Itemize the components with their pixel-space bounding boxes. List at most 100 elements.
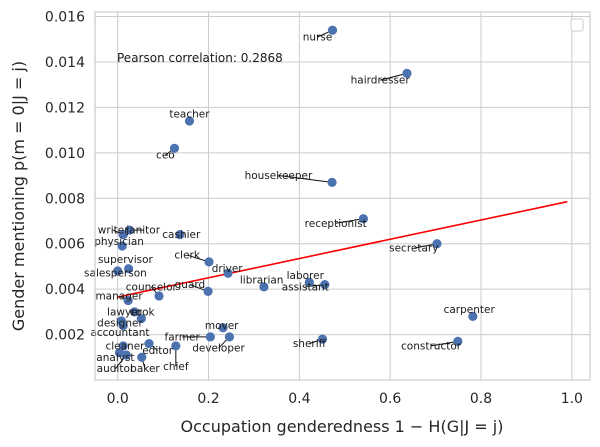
point-label: constructor — [401, 340, 462, 352]
data-point — [117, 241, 127, 251]
point-label: counselor — [126, 281, 178, 293]
data-point — [203, 286, 213, 297]
point-label: laborer — [287, 270, 325, 282]
y-tick-label: 0.016 — [45, 10, 85, 26]
x-axis-label: Occupation genderedness 1 − H(G|J = j) — [181, 417, 504, 436]
data-point — [169, 143, 180, 153]
data-point — [144, 339, 154, 349]
data-point — [205, 332, 215, 342]
point-label: chief — [163, 361, 189, 373]
data-point — [224, 332, 235, 342]
point-label: receptionist — [305, 218, 367, 230]
data-point — [121, 350, 131, 360]
y-axis-label: Gender mentioning p(m = 0|J = j) — [9, 61, 28, 331]
data-point — [118, 320, 128, 331]
data-point — [432, 239, 442, 249]
point-label: nurse — [303, 31, 333, 43]
point-label: mover — [205, 320, 239, 332]
data-point — [327, 25, 338, 35]
y-tick-labels: 0.002 0.004 0.006 0.008 0.010 0.012 0.014 0.016 — [45, 10, 85, 344]
x-tick-label: 0.4 — [288, 391, 310, 407]
point-labels: nurse hairdresser teacher ceo housekeeper rec… — [84, 31, 495, 375]
data-point — [317, 334, 328, 344]
data-point — [402, 68, 412, 78]
data-point — [218, 323, 228, 333]
leader-line — [335, 218, 364, 224]
y-tick-label: 0.012 — [45, 100, 85, 116]
data-point — [259, 282, 269, 292]
point-label: carpenter — [444, 304, 496, 316]
data-point — [171, 341, 181, 351]
point-label: cook — [130, 306, 156, 318]
x-tick-label: 0.0 — [107, 391, 129, 407]
point-label: teacher — [169, 109, 210, 121]
point-label: analyst — [96, 352, 134, 364]
point-label: developer — [192, 343, 245, 355]
point-label: hairdresser — [351, 75, 411, 87]
correlation-annotation: Pearson correlation: 0.2868 — [117, 51, 283, 65]
point-label: supervisor — [98, 254, 154, 266]
x-tick-label: 1.0 — [561, 391, 583, 407]
point-label: ceo — [156, 150, 175, 162]
plot-background — [95, 12, 590, 380]
point-label: salesperson — [84, 268, 147, 280]
point-label: secretary — [389, 243, 438, 255]
point-label: cashier — [162, 229, 201, 241]
y-tick-label: 0.014 — [45, 55, 85, 71]
data-point — [118, 341, 128, 351]
leader-line — [278, 175, 333, 183]
point-label: manager — [95, 290, 143, 302]
data-point — [468, 311, 478, 321]
point-label: designer — [97, 318, 143, 330]
x-tick-label: 0.2 — [197, 391, 219, 407]
data-point — [304, 277, 314, 287]
data-point — [137, 352, 147, 362]
data-point — [184, 116, 195, 126]
point-label: cleaner — [105, 340, 145, 352]
point-label: lawyer — [107, 306, 143, 318]
data-point — [124, 264, 134, 274]
point-label: assistant — [282, 281, 329, 293]
point-label: writer — [98, 225, 129, 237]
plot-frame — [94, 11, 591, 381]
point-label: librarian — [240, 275, 284, 287]
point-label: guard — [175, 279, 206, 291]
point-label: accountant — [90, 327, 149, 339]
y-tick-label: 0.004 — [45, 282, 85, 298]
data-point — [175, 230, 185, 240]
point-label: auditor — [97, 363, 135, 375]
y-tick-label: 0.002 — [45, 328, 85, 344]
fit-line — [117, 200, 568, 298]
fit-line-group — [117, 200, 568, 298]
data-points — [113, 25, 478, 362]
point-label: farmer — [165, 331, 201, 343]
data-point — [129, 307, 140, 317]
x-tick-label: 0.6 — [379, 391, 401, 407]
data-point — [124, 225, 135, 235]
data-point — [327, 177, 337, 187]
y-tick-label: 0.006 — [45, 237, 85, 253]
y-tick-label: 0.010 — [45, 146, 85, 162]
point-label: janitor — [125, 225, 160, 237]
data-point — [223, 268, 233, 278]
data-point — [136, 314, 146, 324]
point-label: housekeeper — [245, 170, 313, 182]
data-point — [453, 336, 463, 346]
data-point — [204, 257, 214, 267]
grid-lines — [95, 12, 590, 380]
point-label: clerk — [174, 250, 200, 262]
x-tick-labels: 0.0 0.2 0.4 0.6 0.8 1.0 — [107, 391, 583, 407]
data-point — [320, 279, 330, 290]
y-tick-label: 0.008 — [45, 191, 85, 207]
point-label: baker — [130, 363, 160, 375]
point-label: physician — [94, 236, 144, 248]
point-label: driver — [212, 263, 244, 275]
data-point — [118, 230, 128, 240]
data-point — [154, 291, 164, 301]
point-label: editor — [142, 345, 174, 357]
data-point — [358, 214, 368, 224]
point-label: sheriff — [293, 338, 327, 350]
data-point — [123, 295, 133, 306]
x-tick-label: 0.8 — [470, 391, 492, 407]
